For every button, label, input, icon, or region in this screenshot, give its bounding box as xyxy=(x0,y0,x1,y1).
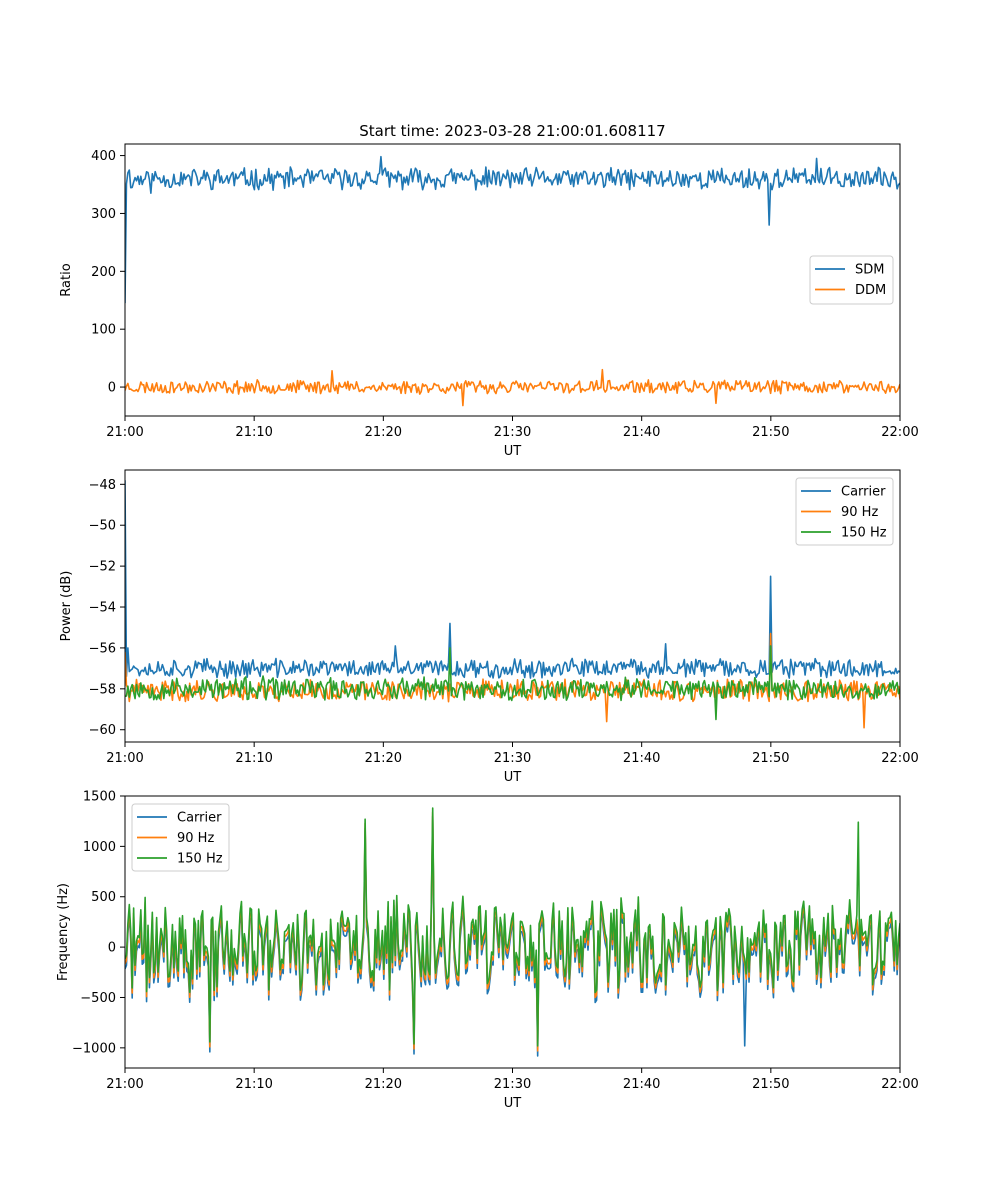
legend-entry: Carrier xyxy=(177,811,222,826)
x-tick-label: 22:00 xyxy=(881,1077,918,1092)
x-tick-label: 22:00 xyxy=(881,425,918,440)
x-tick-label: 21:50 xyxy=(752,751,789,766)
x-tick-label: 21:40 xyxy=(623,425,660,440)
series-line-150-hz xyxy=(125,807,900,1047)
x-axis-label: UT xyxy=(504,444,522,459)
y-tick-label: 0 xyxy=(108,381,116,396)
legend-entry: 150 Hz xyxy=(841,526,887,541)
y-tick-label: 1000 xyxy=(83,840,116,855)
x-tick-label: 22:00 xyxy=(881,751,918,766)
legend-box xyxy=(795,477,894,546)
y-tick-label: −48 xyxy=(89,478,116,493)
legend: Carrier 90 Hz 150 Hz xyxy=(131,803,230,872)
y-tick-label: 300 xyxy=(91,207,116,222)
legend-entry: 150 Hz xyxy=(177,852,223,867)
y-tick-label: −1000 xyxy=(72,1041,116,1056)
legend-box xyxy=(809,255,894,305)
x-tick-label: 21:50 xyxy=(752,425,789,440)
y-tick-label: 100 xyxy=(91,323,116,338)
x-tick-label: 21:40 xyxy=(623,751,660,766)
x-tick-label: 21:20 xyxy=(365,751,402,766)
chart-panel-3: 21:00 21:10 21:20 21:30 21:40 21:50 22:00 −1000… xyxy=(56,790,919,1112)
x-axis-label: UT xyxy=(504,1096,522,1111)
x-tick-label: 21:20 xyxy=(365,425,402,440)
legend-entry: Carrier xyxy=(841,485,886,500)
y-axis-label: Frequency (Hz) xyxy=(56,883,71,981)
legend-entry: 90 Hz xyxy=(841,505,878,520)
legend-entry: DDM xyxy=(855,283,886,298)
y-tick-label: 0 xyxy=(108,941,116,956)
x-tick-label: 21:00 xyxy=(106,1077,143,1092)
y-tick-label: 200 xyxy=(91,265,116,280)
series-line-sdm xyxy=(125,155,900,304)
x-tick-label: 21:40 xyxy=(623,1077,660,1092)
x-axis-label: UT xyxy=(504,770,522,785)
x-tick-label: 21:30 xyxy=(494,1077,531,1092)
y-tick-label: −50 xyxy=(89,519,116,534)
y-tick-label: −54 xyxy=(89,601,116,616)
series-line-150-hz xyxy=(125,645,900,721)
x-tick-label: 21:10 xyxy=(235,1077,272,1092)
y-axis-label: Ratio xyxy=(59,263,74,296)
x-tick-label: 21:10 xyxy=(235,751,272,766)
y-tick-label: 400 xyxy=(91,149,116,164)
chart-panel-1: 21:00 21:10 21:20 21:30 21:40 21:50 22:00 0 100 2… xyxy=(59,122,919,459)
legend-entry: 90 Hz xyxy=(177,831,214,846)
series-line-ddm xyxy=(125,368,900,407)
x-tick-label: 21:30 xyxy=(494,751,531,766)
x-tick-label: 21:00 xyxy=(106,751,143,766)
x-tick-label: 21:30 xyxy=(494,425,531,440)
legend-box xyxy=(131,803,230,872)
legend: Carrier 90 Hz 150 Hz xyxy=(795,477,894,546)
x-tick-label: 21:50 xyxy=(752,1077,789,1092)
x-tick-label: 21:10 xyxy=(235,425,272,440)
x-tick-label: 21:20 xyxy=(365,1077,402,1092)
y-tick-label: −500 xyxy=(80,991,116,1006)
y-tick-label: −52 xyxy=(89,560,116,575)
chart-title: Start time: 2023-03-28 21:00:01.608117 xyxy=(359,122,665,140)
x-tick-label: 21:00 xyxy=(106,425,143,440)
y-axis-label: Power (dB) xyxy=(59,571,74,642)
y-tick-label: 500 xyxy=(91,890,116,905)
series-line-carrier xyxy=(125,480,900,679)
y-tick-label: 1500 xyxy=(83,790,116,805)
legend-entry: SDM xyxy=(855,263,884,278)
y-tick-label: −58 xyxy=(89,682,116,697)
legend: SDM DDM xyxy=(809,255,894,305)
chart-panel-2: 21:00 21:10 21:20 21:30 21:40 21:50 22:00 −60 −5… xyxy=(59,469,919,785)
y-tick-label: −56 xyxy=(89,641,116,656)
y-tick-label: −60 xyxy=(89,723,116,738)
